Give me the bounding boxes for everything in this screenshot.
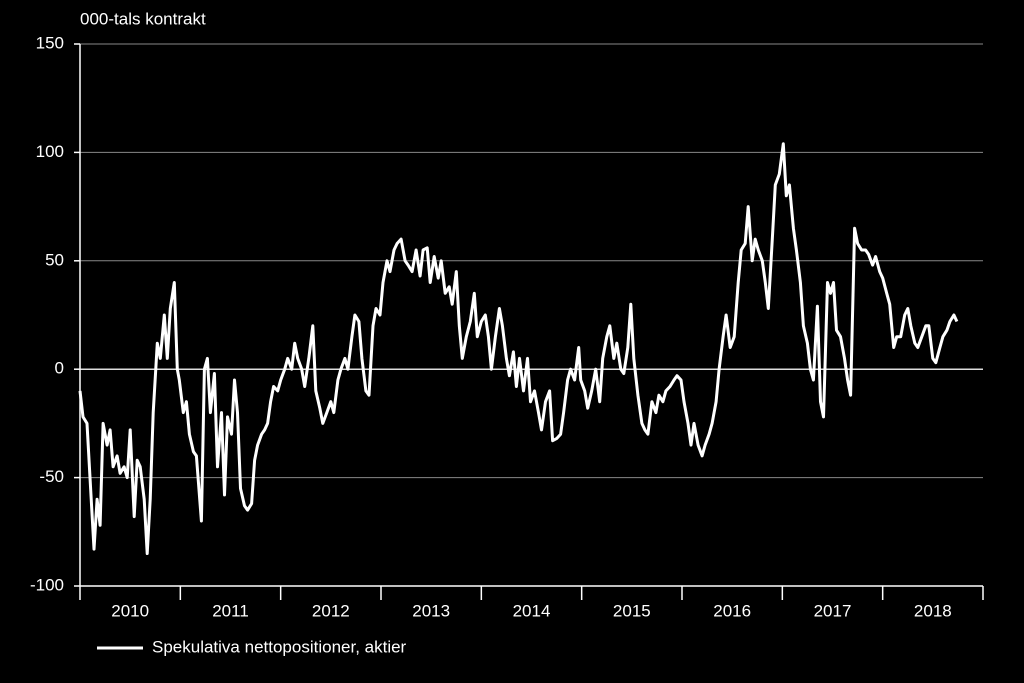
- x-tick-label: 2011: [212, 601, 249, 620]
- y-axis-label: 000-tals kontrakt: [80, 9, 206, 28]
- x-tick-label: 2014: [513, 601, 551, 620]
- x-tick-label: 2010: [111, 601, 149, 620]
- y-tick-label: 0: [55, 359, 64, 378]
- y-tick-label: 50: [45, 250, 64, 269]
- y-tick-label: 100: [36, 142, 64, 161]
- data-line: [78, 142, 959, 555]
- x-tick-label: 2012: [312, 601, 350, 620]
- x-tick-label: 2015: [613, 601, 651, 620]
- x-tick-label: 2018: [914, 601, 952, 620]
- x-tick-label: 2017: [814, 601, 852, 620]
- x-tick-label: 2013: [412, 601, 450, 620]
- y-tick-label: 150: [36, 33, 64, 52]
- y-tick-label: -100: [30, 575, 64, 594]
- legend-label: Spekulativa nettopositioner, aktier: [152, 637, 407, 656]
- x-tick-label: 2016: [713, 601, 751, 620]
- y-tick-label: -50: [39, 467, 64, 486]
